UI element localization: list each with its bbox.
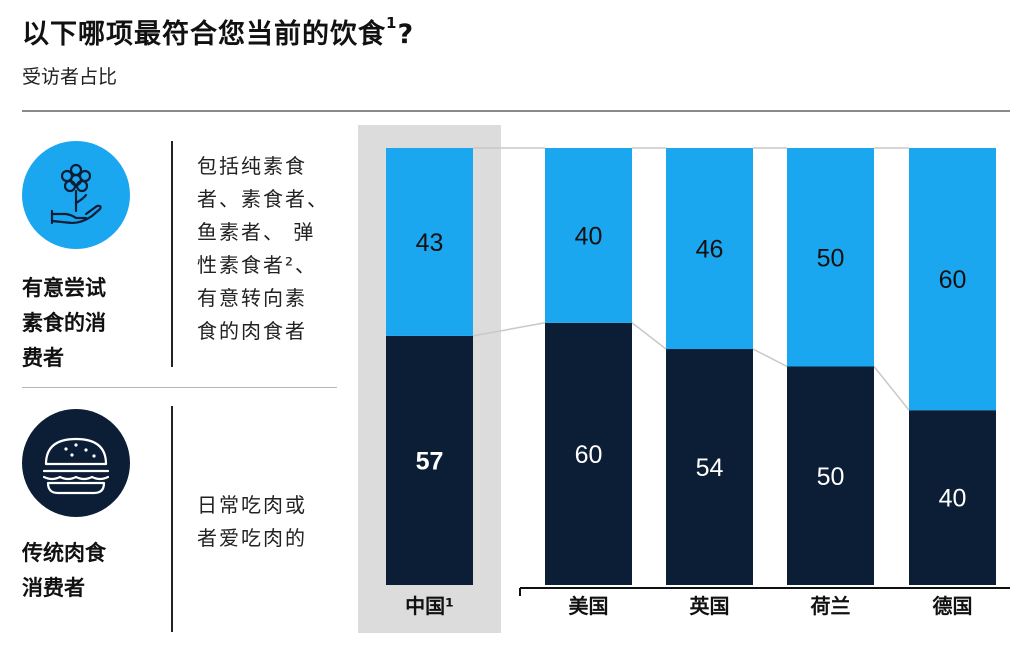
legend-separator [22, 387, 337, 388]
bar-meat [787, 366, 874, 585]
segment-divider [171, 141, 173, 367]
segment-divider [171, 406, 173, 632]
bar-veg [545, 148, 632, 323]
segment-description-meat: 日常吃肉或 者爱吃肉的 [197, 493, 307, 550]
bar-veg [386, 148, 473, 336]
segment-label-meat: 传统肉食 消费者 [22, 541, 106, 600]
bar-meat [666, 349, 753, 585]
segment-description-veg: 包括纯素食 者、素食者、 鱼素者、 弹 性素食者²、 有意转向素 食的肉食者 [197, 154, 329, 343]
connector-line [873, 366, 910, 411]
bar-meat [909, 410, 996, 585]
connector-line [631, 322, 667, 350]
category-label: 德国 [933, 594, 973, 618]
page-subtitle: 受访者占比 [22, 66, 118, 88]
page-title: 以下哪项最符合您当前的饮食1? [22, 14, 415, 50]
hand-holding-flower-icon [22, 141, 130, 249]
category-label: 荷兰 [811, 594, 851, 618]
category-label: 美国 [569, 594, 609, 618]
data-label-veg: 40 [575, 222, 603, 250]
burger-icon [22, 409, 130, 517]
category-label: 中国¹ [405, 594, 454, 618]
connector-line [472, 322, 546, 337]
bar-meat [386, 335, 473, 585]
data-label-meat: 40 [939, 485, 967, 513]
bar-meat [545, 322, 632, 585]
connector-line [752, 348, 788, 368]
bar-veg [666, 148, 753, 350]
data-label-meat: 54 [696, 454, 724, 482]
data-label-meat: 60 [575, 441, 603, 469]
data-label-meat: 50 [817, 463, 845, 491]
segment-label-veg: 有意尝试 素食的消 费者 [22, 276, 106, 370]
data-label-veg: 50 [817, 244, 845, 272]
bar-veg [787, 148, 874, 367]
data-label-veg: 46 [696, 236, 724, 264]
data-label-meat: 57 [416, 447, 444, 475]
data-label-veg: 60 [939, 266, 967, 294]
category-label: 英国 [690, 594, 730, 618]
header-divider [22, 110, 1010, 112]
bar-veg [909, 148, 996, 411]
data-label-veg: 43 [416, 229, 444, 257]
